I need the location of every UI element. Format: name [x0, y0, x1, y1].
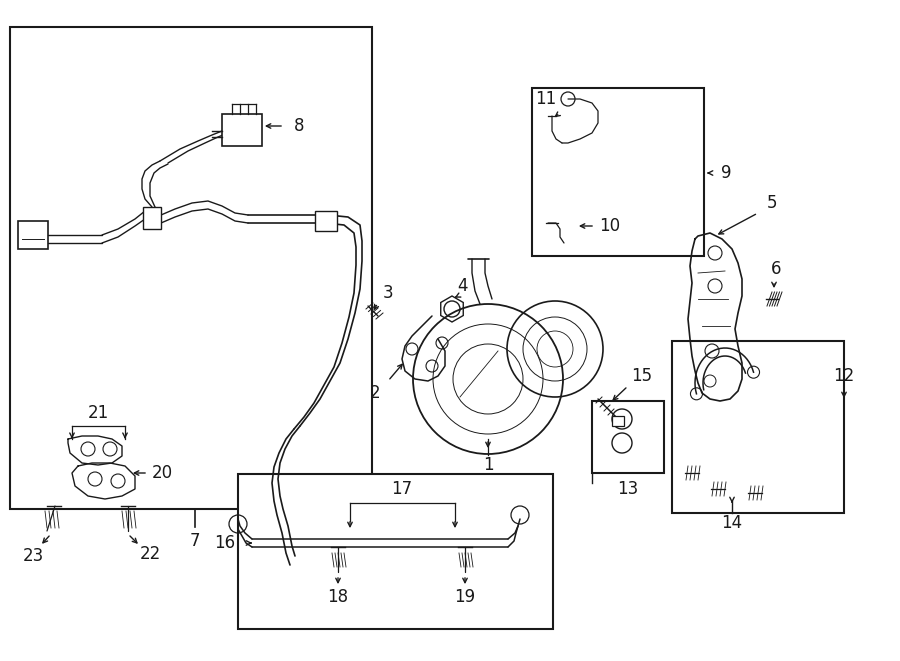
Bar [672, 341, 844, 513]
Bar [315, 211, 337, 231]
Text: 2: 2 [370, 384, 381, 402]
Bar [222, 114, 262, 146]
Text: 18: 18 [328, 588, 348, 606]
Text: 3: 3 [382, 284, 393, 302]
Text: 20: 20 [151, 464, 173, 482]
Bar [592, 401, 664, 473]
Text: 14: 14 [722, 514, 742, 532]
Text: 21: 21 [87, 404, 109, 422]
Bar [143, 207, 161, 229]
Text: 9: 9 [721, 164, 731, 182]
Text: 11: 11 [536, 90, 556, 108]
Text: 15: 15 [632, 367, 652, 385]
Text: 19: 19 [454, 588, 475, 606]
Text: 10: 10 [599, 217, 621, 235]
Text: 13: 13 [617, 480, 639, 498]
Bar [612, 416, 624, 426]
Text: 7: 7 [190, 532, 200, 550]
Bar [238, 474, 553, 629]
Text: 16: 16 [214, 534, 236, 552]
Text: 22: 22 [140, 545, 160, 563]
Text: 17: 17 [392, 480, 412, 498]
Text: 8: 8 [293, 117, 304, 135]
Text: 6: 6 [770, 260, 781, 278]
Text: 4: 4 [456, 277, 467, 295]
Text: 23: 23 [22, 547, 43, 565]
Bar [10, 27, 372, 509]
Text: 5: 5 [767, 194, 778, 212]
Text: 1: 1 [482, 456, 493, 474]
Text: 12: 12 [833, 367, 855, 385]
Bar [532, 88, 704, 256]
Bar [18, 221, 48, 249]
